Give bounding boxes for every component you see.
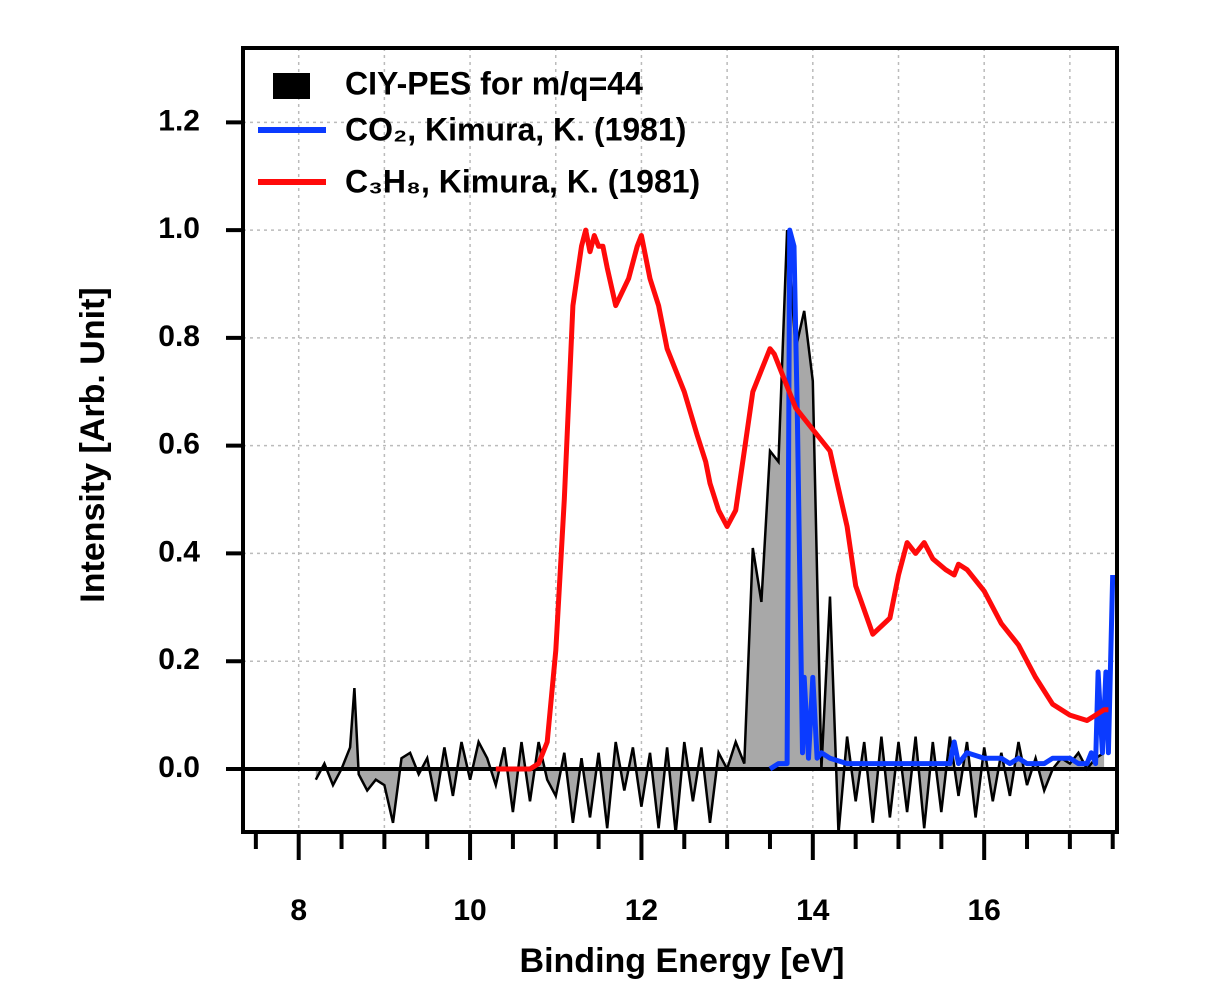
x-tick-label: 10 xyxy=(453,894,486,927)
x-tick-label: 12 xyxy=(625,894,658,927)
y-tick-label: 0.8 xyxy=(158,320,200,353)
y-axis-label: Intensity [Arb. Unit] xyxy=(74,287,112,602)
area xyxy=(315,230,1105,832)
legend-label: CIY-PES for m/q=44 xyxy=(345,65,643,101)
grid xyxy=(243,48,1117,832)
x-tick-label: 8 xyxy=(290,894,307,927)
y-tick-label: 0.6 xyxy=(158,428,200,461)
y-tick-label: 0.0 xyxy=(158,751,200,784)
legend-label: C₃H₈, Kimura, K. (1981) xyxy=(345,163,700,199)
line xyxy=(314,230,1105,832)
legend-label: CO₂, Kimura, K. (1981) xyxy=(345,111,686,147)
y-tick-label: 0.2 xyxy=(158,643,200,676)
plot-area xyxy=(243,227,1117,832)
legend: CIY-PES for m/q=44 CO₂, Kimura, K. (1981)… xyxy=(258,65,700,199)
y-tick-label: 0.4 xyxy=(158,535,200,568)
x-tick-label: 14 xyxy=(796,894,830,927)
x-axis-label: Binding Energy [eV] xyxy=(520,942,845,980)
x-tick-label: 16 xyxy=(967,894,1000,927)
legend-swatch xyxy=(273,73,310,99)
line xyxy=(768,227,1116,772)
line xyxy=(495,227,1109,772)
plot-frame xyxy=(241,46,1119,834)
axes: 0.0 0.2 0.4 0.6 0.8 1.0 1.2 8 10 12 14 16 xyxy=(158,104,1115,927)
y-tick-label: 1.2 xyxy=(158,104,200,137)
y-tick-label: 1.0 xyxy=(158,212,200,245)
